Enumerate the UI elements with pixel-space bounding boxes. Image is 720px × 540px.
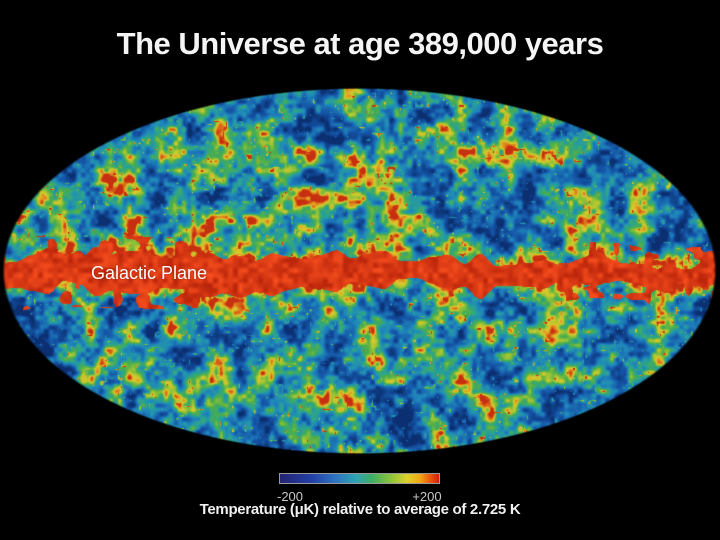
colorbar-gradient [279, 473, 440, 484]
page-title: The Universe at age 389,000 years [116, 26, 604, 61]
galactic-plane-label: Galactic Plane [91, 263, 208, 283]
colorbar-caption: Temperature (μK) relative to average of … [199, 501, 521, 518]
colorbar-min-label: -200 [276, 489, 304, 504]
colorbar-max-label: +200 [412, 489, 442, 504]
